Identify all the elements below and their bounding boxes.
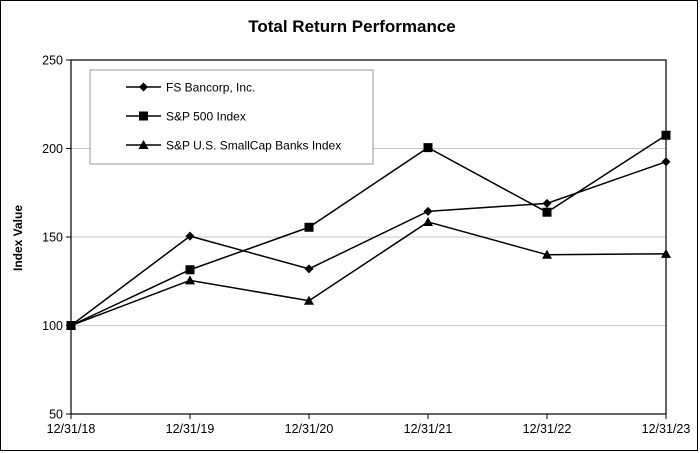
data-point	[304, 295, 314, 305]
legend-item: S&P U.S. SmallCap Banks Index	[126, 139, 341, 153]
series-line	[70, 134, 667, 327]
data-point	[304, 222, 314, 232]
data-point	[661, 157, 671, 167]
y-axis-label: Index Value	[11, 205, 25, 271]
series-triangle	[66, 216, 671, 330]
y-tick-label: 250	[42, 54, 63, 68]
data-point	[185, 275, 195, 285]
x-tick-label: 12/31/18	[47, 422, 96, 436]
x-tick-label: 12/31/22	[523, 422, 572, 436]
series-lines	[66, 130, 671, 330]
data-point	[542, 249, 552, 259]
legend: FS Bancorp, Inc. S&P 500 Index S&P U.S. Sm…	[89, 69, 374, 165]
series-line	[70, 161, 667, 327]
series-diamond	[66, 157, 671, 330]
legend-marker	[139, 82, 148, 92]
series-line	[70, 221, 667, 327]
data-point	[304, 264, 314, 274]
data-point	[423, 143, 433, 153]
legend-marker	[138, 140, 149, 149]
axis-ticks: 50 100 150 200 250 12/31/18 12/31/19 12/31/20 12…	[42, 54, 690, 437]
y-tick-label: 100	[42, 319, 63, 333]
legend-label: FS Bancorp, Inc.	[166, 81, 255, 95]
legend-label: S&P U.S. SmallCap Banks Index	[166, 139, 341, 153]
x-tick-label: 12/31/21	[404, 422, 453, 436]
y-tick-label: 50	[49, 408, 63, 422]
legend-item: FS Bancorp, Inc.	[126, 81, 255, 95]
x-tick-label: 12/31/20	[285, 422, 334, 436]
data-point	[185, 265, 195, 275]
legend-box	[89, 69, 374, 165]
data-point	[185, 231, 195, 241]
y-tick-label: 150	[42, 231, 63, 245]
chart-title: Total Return Performance	[248, 17, 456, 36]
data-point	[661, 248, 671, 258]
x-tick-label: 12/31/23	[642, 422, 691, 436]
legend-item: S&P 500 Index	[126, 110, 246, 124]
y-tick-label: 200	[42, 142, 63, 156]
legend-marker	[139, 111, 148, 121]
data-point	[542, 198, 552, 208]
data-point	[423, 206, 433, 216]
data-point	[423, 216, 433, 226]
data-point	[542, 207, 552, 217]
data-point	[661, 130, 671, 140]
gridlines	[71, 148, 666, 326]
x-tick-label: 12/31/19	[166, 422, 215, 436]
legend-label: S&P 500 Index	[166, 110, 246, 124]
data-point	[66, 320, 76, 330]
